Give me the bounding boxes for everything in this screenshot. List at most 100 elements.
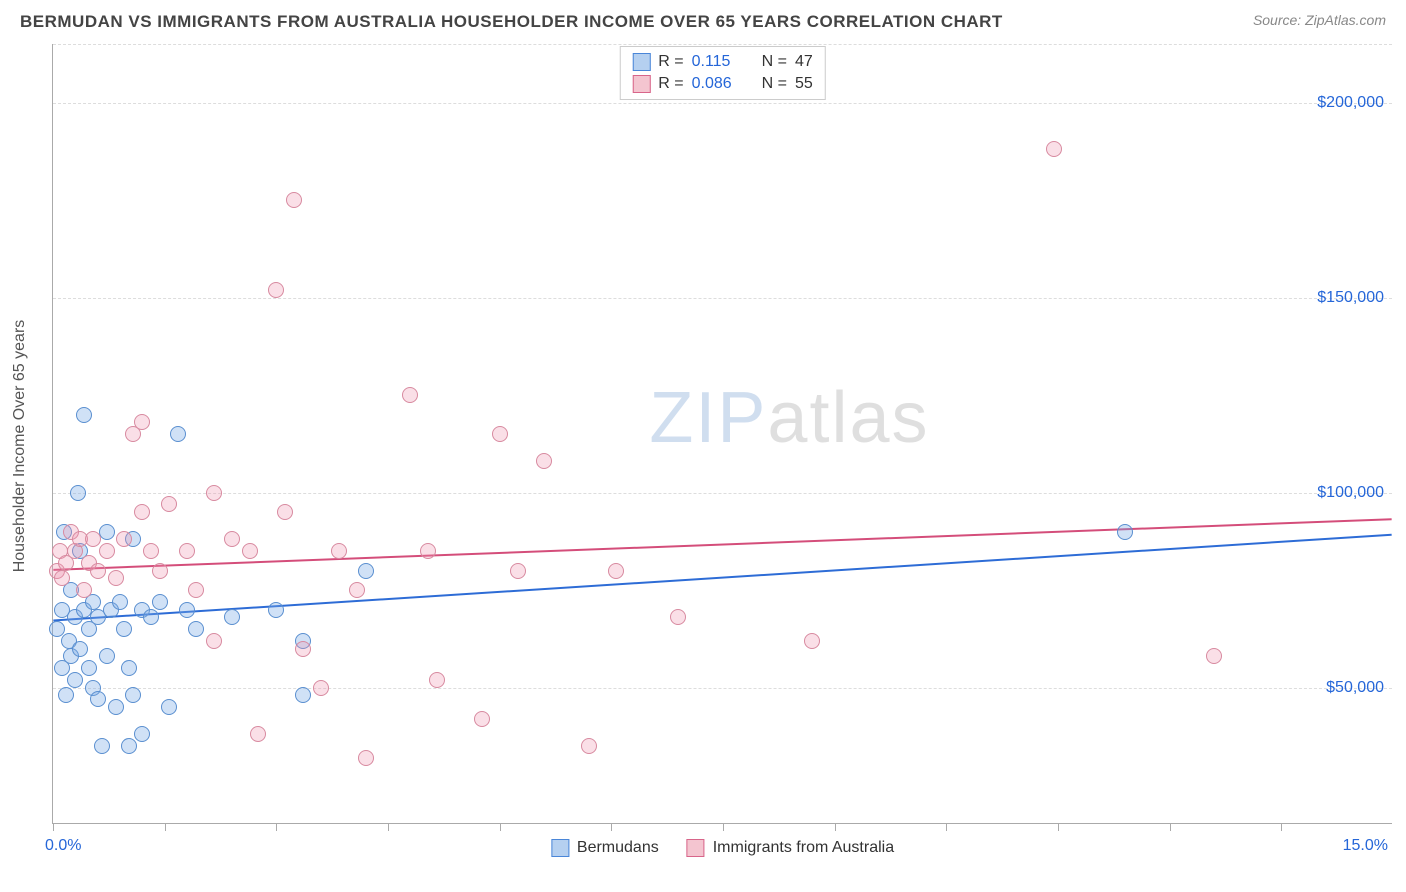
scatter-point-bermudans bbox=[94, 738, 110, 754]
n-prefix: N = bbox=[762, 53, 787, 71]
scatter-point-bermudans bbox=[295, 687, 311, 703]
plot-area: ZIPatlas $50,000$100,000$150,000$200,000… bbox=[52, 44, 1392, 824]
r-prefix: R = bbox=[658, 53, 683, 71]
scatter-point-immigrants-australia bbox=[429, 672, 445, 688]
legend-label-australia: Immigrants from Australia bbox=[713, 839, 894, 857]
r-prefix-2: R = bbox=[658, 75, 683, 93]
scatter-point-immigrants-australia bbox=[90, 563, 106, 579]
gridline bbox=[53, 688, 1392, 689]
scatter-point-bermudans bbox=[108, 699, 124, 715]
scatter-point-bermudans bbox=[112, 594, 128, 610]
scatter-point-bermudans bbox=[76, 407, 92, 423]
x-tick bbox=[388, 823, 389, 831]
y-axis-label: Householder Income Over 65 years bbox=[11, 320, 29, 573]
scatter-point-immigrants-australia bbox=[286, 192, 302, 208]
legend-row-bermudans: R = 0.115 N = 47 bbox=[632, 51, 812, 73]
correlation-legend: R = 0.115 N = 47 R = 0.086 N = 55 bbox=[619, 46, 825, 100]
scatter-point-bermudans bbox=[70, 485, 86, 501]
n-prefix-2: N = bbox=[762, 75, 787, 93]
scatter-point-bermudans bbox=[358, 563, 374, 579]
scatter-point-bermudans bbox=[125, 687, 141, 703]
x-tick bbox=[165, 823, 166, 831]
scatter-point-immigrants-australia bbox=[134, 504, 150, 520]
scatter-point-bermudans bbox=[134, 726, 150, 742]
scatter-point-immigrants-australia bbox=[402, 387, 418, 403]
scatter-point-bermudans bbox=[121, 738, 137, 754]
y-tick-label: $150,000 bbox=[1317, 289, 1384, 307]
scatter-point-immigrants-australia bbox=[331, 543, 347, 559]
swatch-australia-bottom bbox=[687, 839, 705, 857]
scatter-point-immigrants-australia bbox=[206, 633, 222, 649]
trend-lines bbox=[53, 44, 1392, 823]
scatter-point-bermudans bbox=[143, 609, 159, 625]
gridline bbox=[53, 298, 1392, 299]
legend-item-australia: Immigrants from Australia bbox=[687, 839, 894, 857]
scatter-point-immigrants-australia bbox=[420, 543, 436, 559]
scatter-point-bermudans bbox=[188, 621, 204, 637]
scatter-point-bermudans bbox=[81, 660, 97, 676]
scatter-point-immigrants-australia bbox=[108, 570, 124, 586]
swatch-bermudans-bottom bbox=[551, 839, 569, 857]
scatter-point-immigrants-australia bbox=[179, 543, 195, 559]
x-tick bbox=[611, 823, 612, 831]
scatter-point-bermudans bbox=[58, 687, 74, 703]
x-tick bbox=[1281, 823, 1282, 831]
scatter-point-bermudans bbox=[121, 660, 137, 676]
gridline bbox=[53, 103, 1392, 104]
x-max-label: 15.0% bbox=[1343, 837, 1388, 855]
swatch-australia bbox=[632, 75, 650, 93]
scatter-point-immigrants-australia bbox=[76, 582, 92, 598]
scatter-point-immigrants-australia bbox=[188, 582, 204, 598]
watermark-zip: ZIP bbox=[649, 378, 767, 458]
scatter-point-bermudans bbox=[116, 621, 132, 637]
x-tick bbox=[1170, 823, 1171, 831]
y-tick-label: $100,000 bbox=[1317, 484, 1384, 502]
r-value-bermudans: 0.115 bbox=[692, 53, 742, 71]
scatter-point-bermudans bbox=[72, 641, 88, 657]
scatter-point-immigrants-australia bbox=[349, 582, 365, 598]
scatter-point-bermudans bbox=[67, 672, 83, 688]
scatter-point-immigrants-australia bbox=[492, 426, 508, 442]
scatter-point-immigrants-australia bbox=[358, 750, 374, 766]
header: BERMUDAN VS IMMIGRANTS FROM AUSTRALIA HO… bbox=[0, 0, 1406, 36]
scatter-point-immigrants-australia bbox=[670, 609, 686, 625]
scatter-point-immigrants-australia bbox=[1046, 141, 1062, 157]
scatter-point-immigrants-australia bbox=[295, 641, 311, 657]
series-legend: Bermudans Immigrants from Australia bbox=[551, 839, 894, 857]
scatter-point-immigrants-australia bbox=[804, 633, 820, 649]
x-tick bbox=[946, 823, 947, 831]
scatter-point-immigrants-australia bbox=[206, 485, 222, 501]
scatter-point-immigrants-australia bbox=[54, 570, 70, 586]
scatter-point-immigrants-australia bbox=[1206, 648, 1222, 664]
scatter-point-bermudans bbox=[224, 609, 240, 625]
x-tick bbox=[1058, 823, 1059, 831]
scatter-point-bermudans bbox=[170, 426, 186, 442]
x-min-label: 0.0% bbox=[45, 837, 81, 855]
swatch-bermudans bbox=[632, 53, 650, 71]
scatter-point-immigrants-australia bbox=[242, 543, 258, 559]
scatter-point-bermudans bbox=[152, 594, 168, 610]
scatter-point-immigrants-australia bbox=[134, 414, 150, 430]
x-tick bbox=[723, 823, 724, 831]
x-tick bbox=[276, 823, 277, 831]
scatter-point-immigrants-australia bbox=[581, 738, 597, 754]
watermark-atlas: atlas bbox=[767, 378, 929, 458]
chart-title: BERMUDAN VS IMMIGRANTS FROM AUSTRALIA HO… bbox=[20, 12, 1003, 32]
scatter-point-immigrants-australia bbox=[536, 453, 552, 469]
legend-row-australia: R = 0.086 N = 55 bbox=[632, 73, 812, 95]
r-value-australia: 0.086 bbox=[692, 75, 742, 93]
x-tick bbox=[53, 823, 54, 831]
chart-container: BERMUDAN VS IMMIGRANTS FROM AUSTRALIA HO… bbox=[0, 0, 1406, 892]
scatter-point-bermudans bbox=[1117, 524, 1133, 540]
scatter-point-immigrants-australia bbox=[608, 563, 624, 579]
scatter-point-immigrants-australia bbox=[313, 680, 329, 696]
scatter-point-immigrants-australia bbox=[152, 563, 168, 579]
x-tick bbox=[835, 823, 836, 831]
x-tick bbox=[500, 823, 501, 831]
source-label: Source: ZipAtlas.com bbox=[1253, 12, 1386, 28]
scatter-point-bermudans bbox=[161, 699, 177, 715]
scatter-point-immigrants-australia bbox=[116, 531, 132, 547]
n-value-bermudans: 47 bbox=[795, 53, 813, 71]
scatter-point-immigrants-australia bbox=[161, 496, 177, 512]
watermark: ZIPatlas bbox=[649, 377, 929, 459]
